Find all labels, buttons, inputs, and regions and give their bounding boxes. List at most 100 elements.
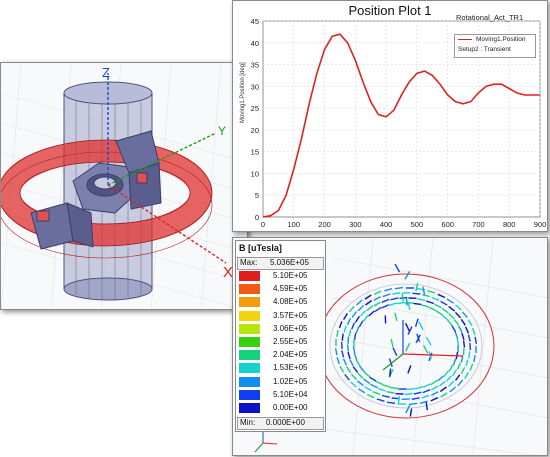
field-vector-arrow xyxy=(464,326,470,334)
field-vector-arrow xyxy=(405,297,408,306)
field-vector-arrow xyxy=(469,342,472,351)
field-vector-arrow xyxy=(392,347,398,357)
field-vector-arrow xyxy=(414,318,419,327)
field-vector-arrow xyxy=(352,346,356,354)
x-tick-label: 600 xyxy=(441,220,454,229)
field-vector-arrow xyxy=(471,327,476,335)
field-vector-arrow xyxy=(342,313,348,321)
field-vector-arrow xyxy=(381,298,390,303)
field-vector-arrow xyxy=(416,333,421,343)
field-vector-arrow xyxy=(343,325,347,333)
field-vector-arrow xyxy=(370,383,378,389)
min-value: 0.000E+00 xyxy=(266,418,305,427)
field-vector-arrow xyxy=(422,383,431,388)
field-vector-arrow xyxy=(421,394,430,399)
legend-swatch xyxy=(458,39,472,40)
field-vector-arrow xyxy=(386,391,395,394)
field-vector-arrow xyxy=(437,293,446,299)
x-tick-label: 100 xyxy=(288,220,301,229)
field-vector-arrow xyxy=(454,374,461,381)
y-tick-label: 15 xyxy=(251,148,259,157)
scale-label: 2.55E+05 xyxy=(273,337,308,346)
field-vector-arrow xyxy=(465,359,469,367)
field-vector-arrow xyxy=(443,370,450,377)
field-vector-arrow xyxy=(348,305,355,313)
y-tick-label: 0 xyxy=(255,213,259,222)
field-vector-arrow xyxy=(452,369,458,377)
plot-title: Position Plot 1 xyxy=(348,3,432,18)
field-vector-arrow xyxy=(352,366,359,373)
field-vector-arrow xyxy=(438,380,446,387)
color-legend[interactable]: B [uTesla] Max: 5.036E+05 5.10E+05 4.59E+… xyxy=(235,240,326,432)
field-vector-arrow xyxy=(467,319,473,327)
field-vector-arrow xyxy=(381,304,390,309)
y-axis-label: Y xyxy=(218,124,226,138)
field-vector-arrow xyxy=(446,298,454,304)
scale-label: 4.59E+05 xyxy=(273,284,308,294)
field-vector-arrow xyxy=(357,304,365,312)
field-vector-arrow xyxy=(356,299,363,306)
field-vector-arrow xyxy=(462,340,466,348)
x-tick-label: 400 xyxy=(380,220,393,229)
field-vector-arrow xyxy=(422,389,431,394)
scale-swatch xyxy=(239,363,260,374)
legend-setup-name: Setup2 : Transient xyxy=(458,46,511,53)
x-tick-label: 300 xyxy=(349,220,362,229)
field-vector-arrow xyxy=(449,386,456,393)
field-vector-arrow xyxy=(460,355,464,363)
scale-swatch xyxy=(239,297,260,308)
field-vector-arrow xyxy=(456,362,461,370)
field-vector-arrow xyxy=(451,325,457,333)
field-vector-arrow xyxy=(384,288,393,292)
field-vector-arrow xyxy=(467,334,471,342)
field-vector-arrow xyxy=(391,397,400,400)
field-vector-arrow xyxy=(474,336,478,344)
field-vector-arrow xyxy=(363,371,371,378)
field-vector-arrow xyxy=(412,292,421,295)
max-label: Max: xyxy=(240,258,258,267)
magnetic-vector-field xyxy=(334,263,478,417)
field-vector-arrow xyxy=(346,366,352,374)
field-vector-arrow xyxy=(448,312,455,320)
field-vector-arrow xyxy=(440,392,448,398)
field-vector-arrow xyxy=(445,375,452,382)
scale-label: 5.10E+04 xyxy=(273,389,308,399)
model-3d-canvas[interactable]: Z Y X xyxy=(1,63,248,310)
scale-label: 1.53E+05 xyxy=(273,363,308,373)
max-value: 5.036E+05 xyxy=(270,258,309,267)
field-plot-window[interactable]: B [uTesla] Max: 5.036E+05 5.10E+05 4.59E+… xyxy=(232,237,548,456)
scale-swatch xyxy=(239,350,260,361)
field-vector-arrow xyxy=(435,310,443,316)
x-axis-label: X xyxy=(223,264,233,281)
y-tick-label: 5 xyxy=(255,191,259,200)
field-vector-arrow xyxy=(441,307,449,314)
field-vector-arrow xyxy=(338,321,343,329)
y-tick-label: 35 xyxy=(251,61,259,70)
field-vector-arrow xyxy=(453,319,460,326)
scale-swatch xyxy=(239,323,260,334)
field-vector-arrow xyxy=(344,373,350,381)
field-vector-arrow xyxy=(366,305,374,312)
field-vector-arrow xyxy=(382,384,391,388)
field-vector-arrow xyxy=(455,304,462,311)
field-vector-arrow xyxy=(441,314,449,321)
field-vector-arrow xyxy=(375,380,384,386)
field-vector-arrow xyxy=(358,320,364,328)
field-vector-arrow xyxy=(348,329,352,337)
field-vector-arrow xyxy=(390,339,394,348)
field-vector-arrow xyxy=(346,317,352,326)
position-plot-window[interactable]: Position Plot 1 Rotational_Act_TR1 Movin… xyxy=(232,0,548,232)
field-vector-arrow xyxy=(346,344,350,352)
field-vector-arrow xyxy=(363,378,371,385)
min-label: Min: xyxy=(240,418,256,427)
field-vector-arrow xyxy=(381,394,390,398)
plot-legend[interactable]: Moving1.Position Setup2 : Transient xyxy=(454,34,536,58)
field-vector-arrow xyxy=(405,342,411,352)
rotor-outline xyxy=(329,283,483,409)
model-3d-view[interactable]: Z Y X xyxy=(0,62,248,310)
field-vector-arrow xyxy=(373,301,381,307)
field-vector-arrow xyxy=(362,315,369,322)
scale-swatch xyxy=(239,271,260,281)
field-vector-arrow xyxy=(404,270,411,280)
field-vector-arrow xyxy=(404,393,413,396)
